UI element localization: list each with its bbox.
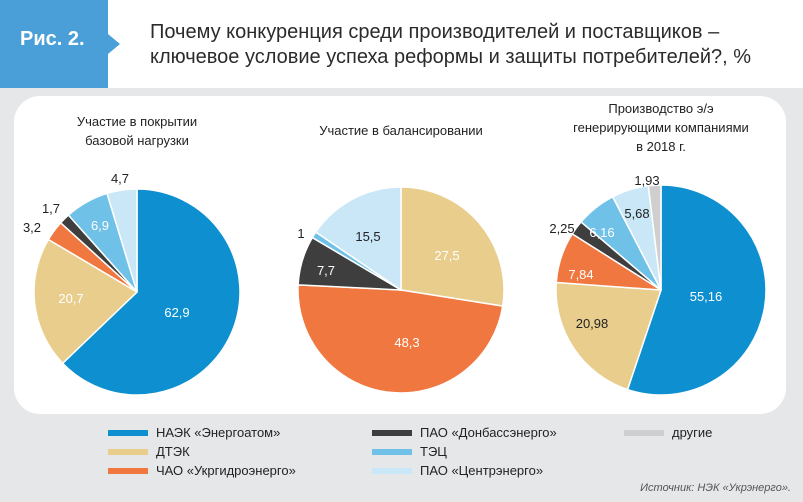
pie-data-label: 1,7 <box>42 201 60 216</box>
legend-item-enerhoatom: НАЭК «Энергоатом» <box>108 425 280 440</box>
pie-title: генерирующими компаниями <box>573 120 749 135</box>
pie-slice-enerhoatom <box>61 188 241 396</box>
pie-data-label: 20,7 <box>58 291 83 306</box>
pie-slice-centr <box>314 186 402 292</box>
pie-chart-2: Участие в балансировании 27,5 48,3 7,7 1 15,5 <box>297 123 505 394</box>
badge-shape <box>0 0 120 88</box>
pie-data-label: 4,7 <box>111 171 129 186</box>
pie-slice-enerhoatom <box>626 184 767 396</box>
legend-label: ЧАО «Укргидроэнерго» <box>156 463 296 478</box>
pie-data-label: 55,16 <box>690 289 723 304</box>
pie-data-label: 48,3 <box>394 335 419 350</box>
pie-data-label: 27,5 <box>434 248 459 263</box>
pie-slice-other <box>647 184 662 291</box>
pie-data-label: 5,68 <box>624 206 649 221</box>
legend-item-ukrhydro: ЧАО «Укргидроэнерго» <box>108 463 296 478</box>
pie-data-label: 7,84 <box>568 267 593 282</box>
legend-label: ПАО «Донбассэнерго» <box>420 425 557 440</box>
pie-slice-dtek <box>33 238 139 365</box>
pie-slice-ukrhydro <box>297 284 504 394</box>
legend-swatch-enerhoatom <box>108 429 148 436</box>
legend-label: ТЭЦ <box>420 444 447 459</box>
pie-title: Участие в балансировании <box>319 123 483 138</box>
legend-item-dtek: ДТЭК <box>108 444 190 459</box>
legend-label: другие <box>672 425 713 440</box>
figure-badge <box>0 0 120 88</box>
pie-data-label: 6,16 <box>589 225 614 240</box>
legend-swatch-ukrhydro <box>108 467 148 474</box>
pie-data-label: 3,2 <box>23 220 41 235</box>
pie-title: в 2018 г. <box>636 139 686 154</box>
legend-item-other: другие <box>624 425 712 440</box>
legend-label: ДТЭК <box>156 444 190 459</box>
pie-chart-1: Участие в покрытии базовой нагрузки 62,9 20… <box>23 114 241 396</box>
pie-title: базовой нагрузки <box>85 133 189 148</box>
pie-chart-3: Производство э/э генерирующими компаниями… <box>549 101 767 396</box>
pie-slice-dtek <box>555 281 663 391</box>
legend-label: НАЭК «Энергоатом» <box>156 425 281 440</box>
legend-swatch-tec <box>372 448 412 455</box>
pie-slice-dtek <box>400 186 505 307</box>
pie-slice-centr <box>106 188 138 293</box>
figure-label: Рис. 2. <box>20 28 85 50</box>
chart-title: Почему конкуренция среди производителей … <box>150 20 790 70</box>
pie-data-label: 15,5 <box>355 229 380 244</box>
pie-data-label: 62,9 <box>164 305 189 320</box>
legend-swatch-other <box>624 429 664 436</box>
pie-title: Производство э/э <box>608 101 714 116</box>
pie-data-label: 1 <box>297 226 304 241</box>
source-note: Источник: НЭК «Укрэнерго». <box>640 482 791 494</box>
legend-label: ПАО «Центрэнерго» <box>420 463 544 478</box>
pie-data-label: 20,98 <box>576 316 609 331</box>
legend-swatch-donbas <box>372 429 412 436</box>
pie-data-label: 7,7 <box>317 263 335 278</box>
legend-item-donbas: ПАО «Донбассэнерго» <box>372 425 557 440</box>
legend-item-tec: ТЭЦ <box>372 444 447 459</box>
pie-data-label: 2,25 <box>549 221 574 236</box>
figure-header: Рис. 2. Почему конкуренция среди произво… <box>0 0 803 88</box>
legend-item-centr: ПАО «Центрэнерго» <box>372 463 543 478</box>
pie-data-label: 6,9 <box>91 218 109 233</box>
legend-swatch-centr <box>372 467 412 474</box>
legend-swatch-dtek <box>108 448 148 455</box>
chart-title-line-1: Почему конкуренция среди производителей … <box>150 21 720 43</box>
chart-title-line-2: ключевое условие успеха реформы и защиты… <box>150 46 752 68</box>
pie-data-label: 1,93 <box>634 173 659 188</box>
pie-title: Участие в покрытии <box>77 114 197 129</box>
